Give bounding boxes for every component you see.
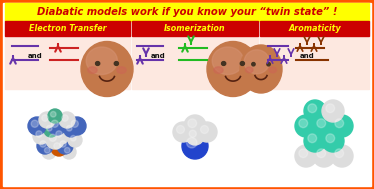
Ellipse shape: [114, 62, 119, 65]
Circle shape: [322, 100, 344, 122]
Circle shape: [68, 133, 82, 147]
Bar: [5, 3, 369, 21]
Circle shape: [186, 127, 204, 145]
Bar: [260, 21, 369, 36]
Circle shape: [317, 119, 326, 128]
Text: and: and: [28, 53, 43, 59]
Ellipse shape: [240, 45, 282, 93]
Circle shape: [57, 138, 73, 154]
Circle shape: [304, 100, 326, 122]
Ellipse shape: [267, 63, 270, 66]
Circle shape: [50, 112, 56, 117]
Ellipse shape: [207, 42, 259, 97]
Circle shape: [335, 149, 344, 158]
Circle shape: [31, 120, 39, 127]
Circle shape: [40, 141, 46, 147]
Circle shape: [322, 130, 344, 152]
Bar: [132, 21, 258, 36]
Circle shape: [299, 119, 308, 128]
Circle shape: [64, 123, 78, 137]
Text: and: and: [300, 53, 315, 59]
Circle shape: [189, 130, 196, 137]
Circle shape: [64, 147, 70, 153]
Circle shape: [67, 125, 72, 131]
Circle shape: [295, 145, 317, 167]
Circle shape: [187, 138, 197, 148]
Circle shape: [46, 125, 52, 131]
Circle shape: [304, 130, 326, 152]
Ellipse shape: [86, 47, 117, 74]
Circle shape: [200, 125, 208, 133]
Circle shape: [173, 122, 193, 142]
Circle shape: [51, 140, 67, 156]
Ellipse shape: [81, 42, 133, 97]
Ellipse shape: [245, 67, 253, 73]
Circle shape: [197, 122, 217, 142]
Text: Electron Transfer: Electron Transfer: [29, 24, 106, 33]
Text: Aromaticity: Aromaticity: [288, 24, 341, 33]
Ellipse shape: [240, 62, 245, 65]
Circle shape: [49, 134, 56, 141]
Circle shape: [68, 117, 86, 135]
Circle shape: [326, 134, 335, 143]
Circle shape: [59, 112, 75, 128]
Circle shape: [308, 134, 317, 143]
Circle shape: [326, 104, 335, 113]
Circle shape: [46, 131, 64, 149]
Circle shape: [177, 125, 184, 133]
Circle shape: [335, 119, 344, 128]
Ellipse shape: [117, 67, 126, 73]
Circle shape: [37, 138, 53, 154]
Ellipse shape: [88, 67, 97, 73]
Circle shape: [60, 141, 66, 147]
Text: and: and: [151, 53, 166, 59]
Circle shape: [295, 115, 317, 137]
Circle shape: [53, 128, 69, 144]
Circle shape: [317, 149, 326, 158]
Ellipse shape: [252, 63, 255, 66]
Circle shape: [48, 117, 66, 135]
Ellipse shape: [214, 67, 223, 73]
Bar: [260, 36, 369, 89]
Bar: [5, 36, 130, 89]
Ellipse shape: [96, 62, 100, 65]
Circle shape: [44, 123, 58, 137]
Ellipse shape: [243, 67, 252, 73]
Ellipse shape: [269, 67, 276, 73]
Circle shape: [308, 104, 317, 113]
Circle shape: [28, 117, 46, 135]
Circle shape: [56, 131, 62, 137]
Circle shape: [184, 115, 206, 137]
Circle shape: [45, 147, 50, 153]
Circle shape: [54, 143, 60, 149]
Circle shape: [188, 119, 197, 128]
Circle shape: [39, 112, 55, 128]
Circle shape: [331, 145, 353, 167]
Circle shape: [48, 109, 62, 123]
Circle shape: [313, 145, 335, 167]
Circle shape: [182, 133, 208, 159]
Text: Diabatic models work if you know your “twin state” !: Diabatic models work if you know your “t…: [37, 7, 337, 17]
Circle shape: [70, 136, 76, 141]
Circle shape: [299, 149, 308, 158]
Circle shape: [51, 120, 58, 127]
Circle shape: [62, 115, 68, 121]
Bar: [5, 21, 130, 36]
Ellipse shape: [244, 50, 269, 74]
Bar: [132, 36, 258, 89]
Circle shape: [313, 115, 335, 137]
Circle shape: [36, 131, 42, 137]
Text: Isomerization: Isomerization: [164, 24, 226, 33]
Circle shape: [331, 115, 353, 137]
Circle shape: [42, 115, 48, 121]
Ellipse shape: [212, 47, 243, 74]
Circle shape: [42, 145, 56, 159]
Ellipse shape: [221, 62, 226, 65]
Circle shape: [62, 145, 76, 159]
Circle shape: [71, 120, 78, 127]
Circle shape: [33, 128, 49, 144]
